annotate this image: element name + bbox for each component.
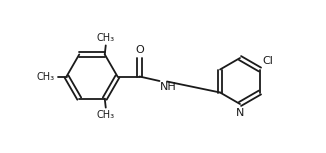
Text: Cl: Cl	[262, 56, 273, 65]
Text: N: N	[236, 108, 245, 118]
Text: CH₃: CH₃	[97, 110, 115, 120]
Text: CH₃: CH₃	[37, 71, 55, 82]
Text: NH: NH	[160, 82, 177, 92]
Text: CH₃: CH₃	[97, 33, 115, 43]
Text: O: O	[135, 45, 144, 55]
